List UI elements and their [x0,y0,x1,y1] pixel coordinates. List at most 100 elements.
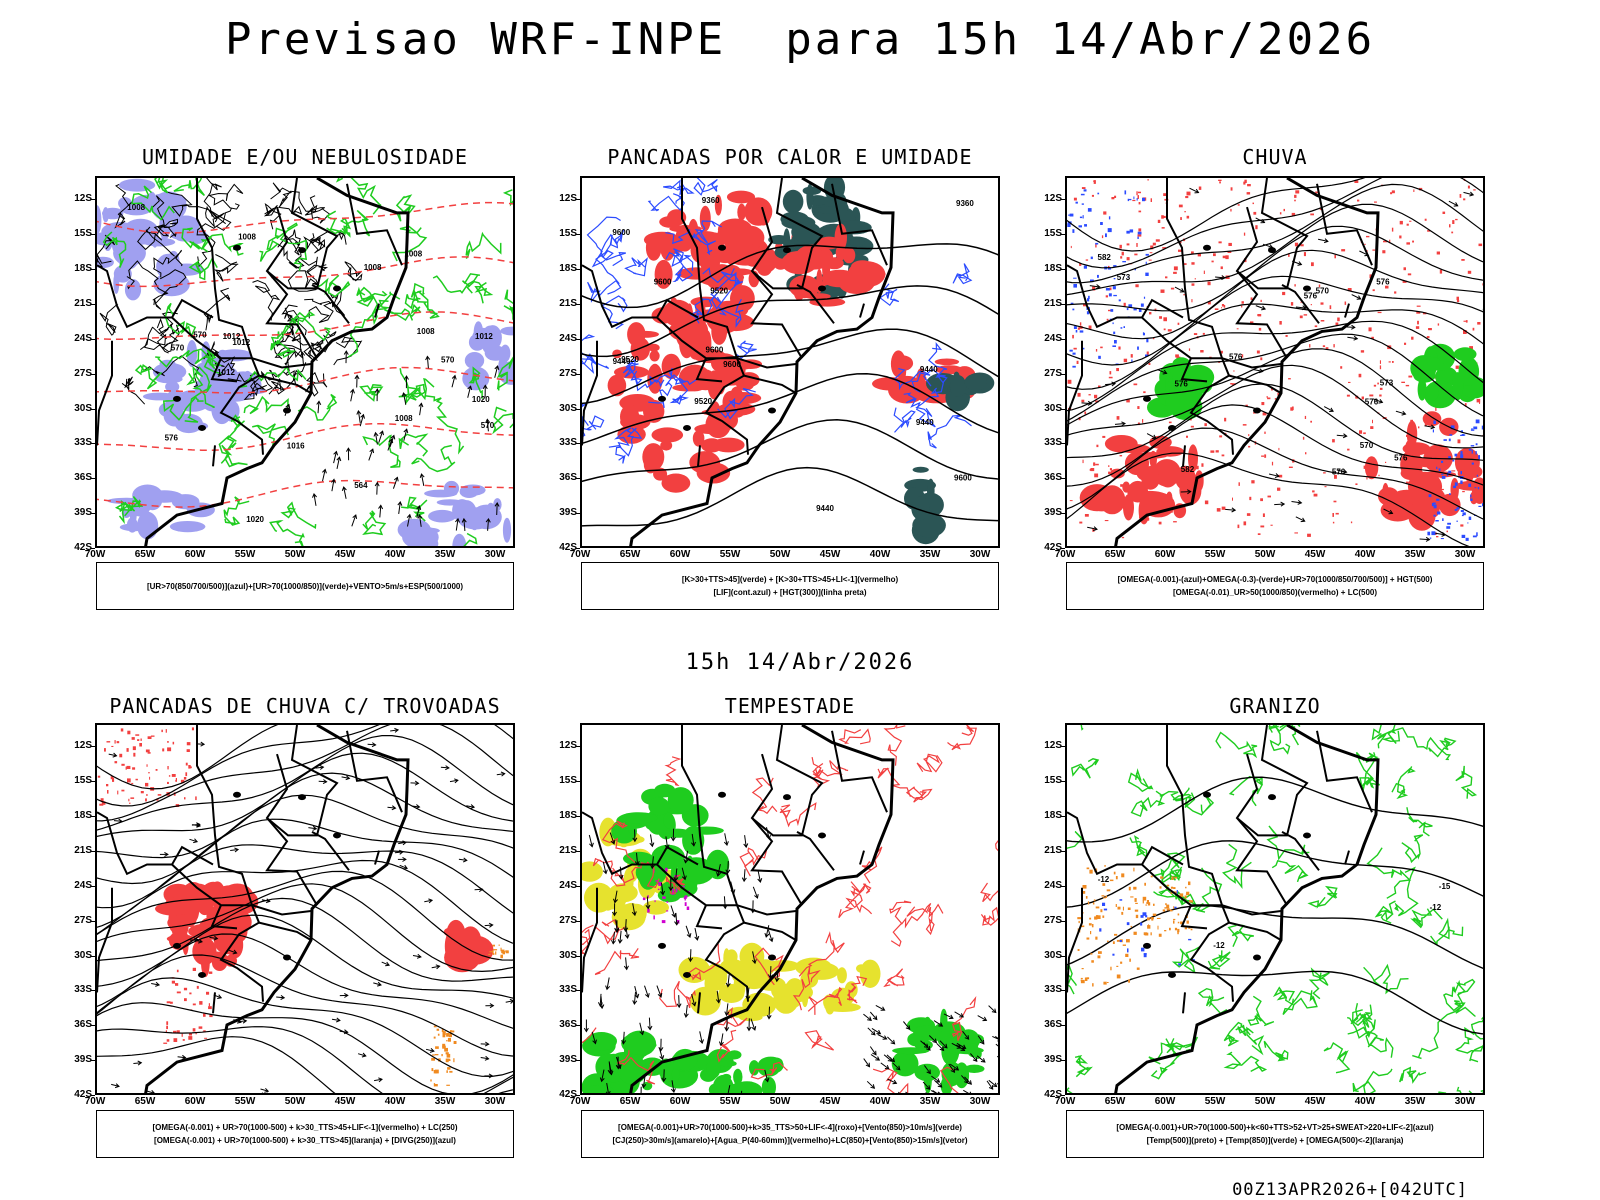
streamline-arrow [108,753,117,757]
wind-vector [426,356,429,369]
panel-title: TEMPESTADE [724,694,856,718]
rain-area [1310,213,1314,216]
omega-blue-area [1072,352,1076,355]
hail-area [1099,928,1102,932]
political-border [210,357,238,383]
wind-vector [657,992,663,998]
rain-area [1459,194,1462,198]
storm-purple-area [665,867,668,872]
streamline [97,844,513,928]
streamline-arrow [1186,489,1192,495]
rain-area [1415,326,1420,329]
x-tick-label: 45W [334,1096,356,1107]
rain-area [1094,473,1099,478]
lake-mark [173,942,181,949]
streamline-arrow [377,981,382,987]
isobar-contour [308,233,326,254]
y-tick-mark [91,443,95,445]
wind-vector [670,836,676,842]
jet-core-area [787,1000,800,1008]
instability-area [737,203,746,221]
y-tick-mark [576,269,580,270]
wind-vector [650,864,655,870]
temp850-contour [1376,729,1401,749]
temp850-contour [1130,793,1166,818]
rain-area [1392,361,1394,363]
streamline-arrow [146,1090,155,1093]
map-panel: -12 -12 -12 -15 [1065,723,1485,1095]
rain-area [1233,370,1235,372]
wind-vector [350,389,354,402]
thunderstorm-area [104,748,106,752]
streamline-arrow [378,1077,383,1083]
omega-blue-area [1097,274,1099,278]
omega-blue-area [1456,520,1458,522]
humidity-area [452,533,467,546]
lc850-contour [877,767,911,797]
streamline-arrow [198,938,203,944]
thunderstorm-area [166,1025,168,1030]
omega-blue-area [1438,468,1441,472]
thunderstorm-area [183,987,188,991]
rain-area [1451,231,1454,234]
temp850-contour [1215,731,1258,759]
rain-area [1165,276,1168,279]
rain-area [1219,181,1221,184]
rain-area [1379,387,1383,390]
wind-vector [774,977,780,983]
rain-area [1463,320,1468,322]
humidity-contour [362,510,387,536]
omega500-area [1116,974,1121,979]
wind-vector [403,392,407,405]
temp850-contour [1427,737,1457,758]
wind850-area [757,1056,784,1075]
y-tick-label: 39S [559,1054,577,1066]
streamline-arrow [200,741,206,747]
omega-blue-area [1460,480,1463,484]
rain-area [1092,286,1096,291]
streamline-arrow [1146,433,1157,439]
rain-area [1377,311,1382,314]
thunderstorm-orange-area [489,951,494,953]
wind-vector [895,1065,901,1071]
streamline-arrow [1323,238,1329,244]
omega500-area [1129,958,1131,962]
streamline-arrow [1435,532,1446,536]
lif-contour [665,251,694,283]
wind-vector [606,977,610,990]
thunderstorm-area [196,985,199,989]
rain-area [1288,378,1291,380]
omega500-area [1173,887,1176,889]
wind-vector [999,1062,1000,1068]
wind-vector [611,911,617,917]
wind-vector [633,992,636,1005]
legend-box: [OMEGA(-0.001)+UR>70(1000-500)+k<60+TTS>… [1066,1110,1484,1158]
omega-blue-area [1448,456,1451,460]
wind-vector [647,1025,653,1031]
omega500-area [1157,925,1159,930]
rain-area [1120,484,1123,487]
omega500-area [1102,883,1106,886]
rain-area [1257,533,1261,535]
instability-area [692,430,705,447]
lc850-contour [883,968,905,988]
rain-area [1361,396,1364,400]
wind-vector [625,926,629,939]
wind-vector [369,448,375,454]
humidity-area [500,326,513,336]
rain-area [1158,521,1162,525]
y-tick-mark [576,781,580,783]
temp850-contour [1430,917,1464,947]
humidity-area [402,525,439,546]
wind850-area [719,1060,737,1067]
y-tick-mark [1061,920,1065,922]
jet-core-area [678,956,710,983]
coastline [1114,725,1380,1093]
wind-vector [939,1046,945,1052]
wind-vector [300,351,306,357]
omega500-area [1121,911,1124,915]
streamline-arrow [398,841,407,845]
y-tick-label: 36S [559,472,577,484]
humidity-area [169,263,204,276]
rain-area [1119,244,1122,249]
